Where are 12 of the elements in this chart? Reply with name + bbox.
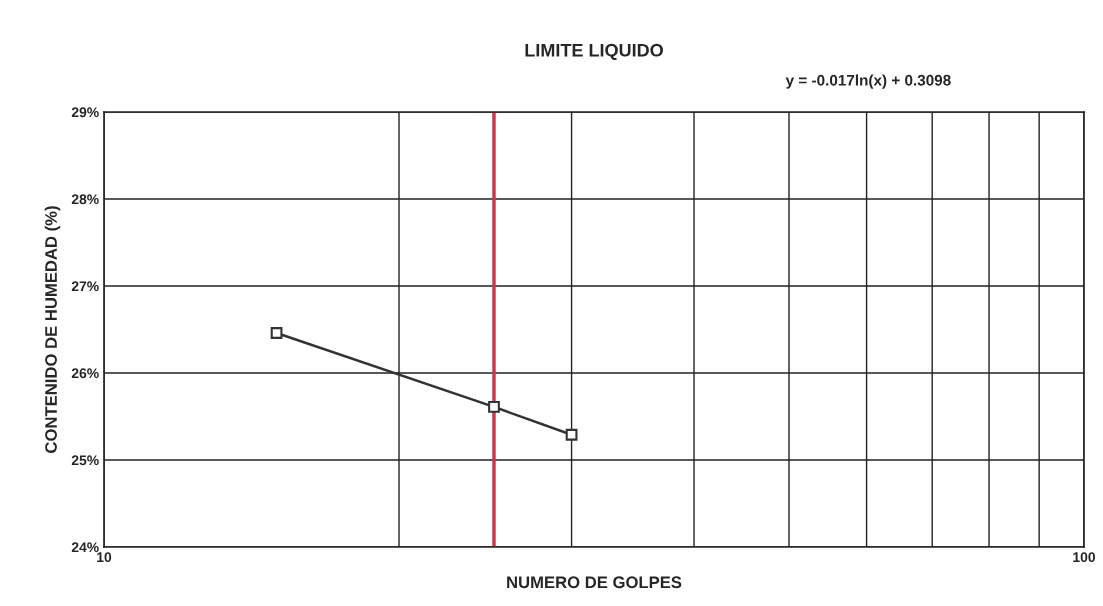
y-tick-label: 25% (71, 455, 99, 466)
x-tick-label: 100 (1073, 552, 1096, 563)
y-tick-label: 29% (71, 107, 99, 118)
x-tick-label: 10 (97, 552, 112, 563)
y-tick-label: 27% (71, 281, 99, 292)
chart-title: LIMITE LIQUIDO (525, 43, 663, 60)
y-tick-label: 26% (71, 368, 99, 379)
y-axis-title: CONTENIDO DE HUMEDAD (%) (44, 206, 61, 453)
y-tick-label: 24% (71, 542, 99, 553)
text: y = -0.017ln(x) + 0.3098 (785, 74, 951, 89)
y-tick-label: 28% (71, 194, 99, 205)
x-axis-title: NUMERO DE GOLPES (507, 576, 682, 589)
